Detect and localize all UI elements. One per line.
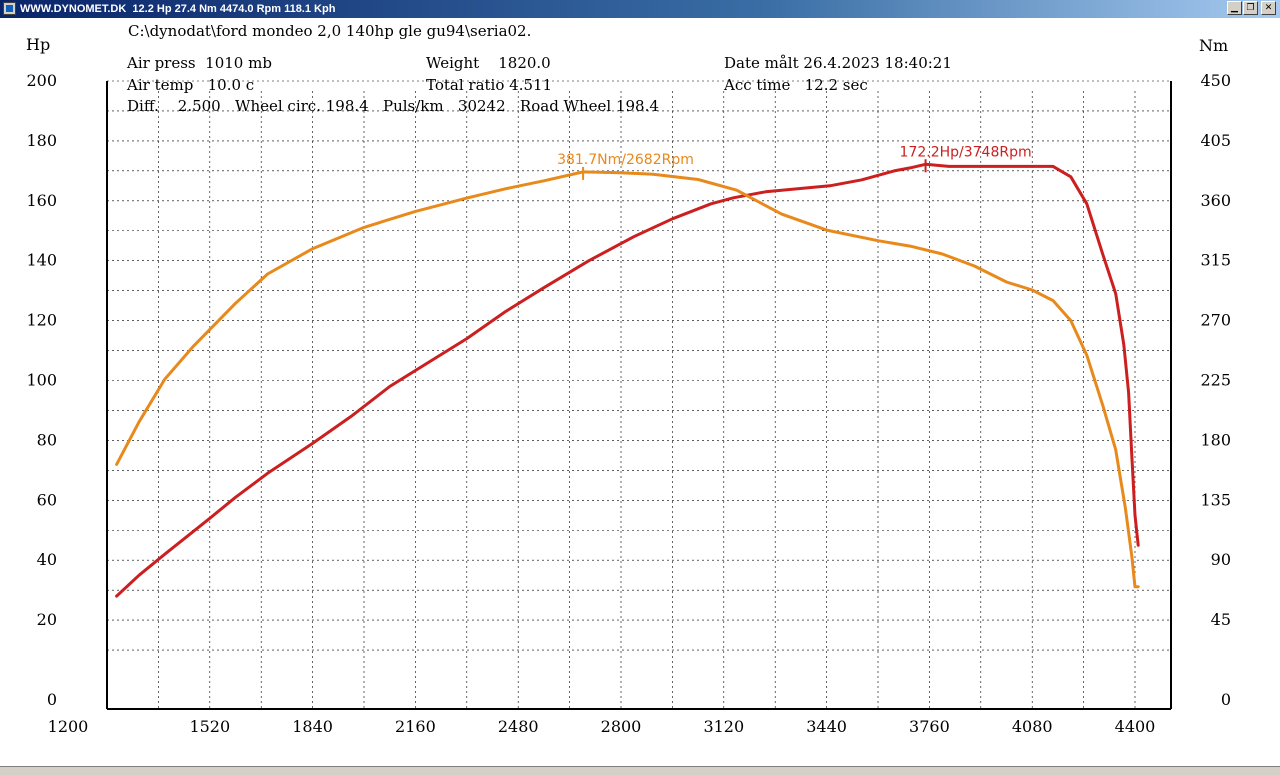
y-right-tick-label: 405 xyxy=(1200,131,1231,150)
file-path: C:\dynodat\ford mondeo 2,0 140hp gle gu9… xyxy=(128,22,532,40)
tick-labels: 0 20 40 60 80 100 120 140 160 180 200 0 45 90 135 180 22… xyxy=(26,71,1231,736)
y-left-tick-label: 120 xyxy=(26,311,57,330)
y-right-tick-label: 360 xyxy=(1200,191,1231,210)
restore-icon: ❐ xyxy=(1246,3,1255,13)
y-left-tick-label: 140 xyxy=(26,251,57,270)
y-left-tick-label: 100 xyxy=(26,371,57,390)
y-right-tick-label: 135 xyxy=(1200,490,1231,509)
series-lines xyxy=(115,162,1140,598)
y-left-tick-label: 20 xyxy=(37,610,57,629)
y-right-tick-label: 90 xyxy=(1211,550,1231,569)
y-right-tick-label: 45 xyxy=(1211,610,1231,629)
y-left-tick-label: 160 xyxy=(26,191,57,210)
minimize-button[interactable]: ▁ xyxy=(1227,1,1242,15)
y-right-tick-label: 315 xyxy=(1200,251,1231,270)
torque-curve xyxy=(115,170,1140,589)
window-title: WWW.DYNOMET.DK 12.2 Hp 27.4 Nm 4474.0 Rp… xyxy=(20,3,336,15)
left-axis-label: Hp xyxy=(26,35,51,54)
right-axis-label: Nm xyxy=(1199,36,1229,55)
acc-time: Acc time 12.2 sec xyxy=(724,76,868,94)
app-icon xyxy=(3,2,16,15)
power-curve xyxy=(115,162,1140,598)
x-tick-label: 3760 xyxy=(909,717,950,736)
window-title-bar: WWW.DYNOMET.DK 12.2 Hp 27.4 Nm 4474.0 Rp… xyxy=(0,0,1280,18)
y-left-tick-label: 80 xyxy=(37,430,57,449)
weight: Weight 1820.0 xyxy=(426,54,551,72)
x-tick-label: 2800 xyxy=(601,717,642,736)
y-right-tick-label: 225 xyxy=(1200,371,1231,390)
x-tick-label: 1840 xyxy=(292,717,333,736)
torque-peak-label: 381.7Nm/2682Rpm xyxy=(557,152,694,168)
y-right-tick-label: 270 xyxy=(1200,311,1231,330)
y-left-tick-label: 180 xyxy=(26,131,57,150)
date: Date målt 26.4.2023 18:40:21 xyxy=(724,54,952,72)
y-left-tick-label: 0 xyxy=(47,690,57,709)
restore-button[interactable]: ❐ xyxy=(1243,1,1258,15)
x-tick-label: 2480 xyxy=(498,717,539,736)
total-ratio: Total ratio 4.511 xyxy=(426,76,553,94)
close-icon: ✕ xyxy=(1264,3,1273,13)
air-press: Air press 1010 mb xyxy=(127,54,272,72)
y-right-tick-label: 0 xyxy=(1221,690,1231,709)
close-button[interactable]: ✕ xyxy=(1261,1,1276,15)
peak-markers: 381.7Nm/2682Rpm 172.2Hp/3748Rpm xyxy=(557,144,1032,180)
axes xyxy=(106,81,1172,710)
diff-line: Diff. 2.500 Wheel circ. 198.4 Puls/km 30… xyxy=(127,97,659,115)
x-tick-label: 4400 xyxy=(1115,717,1156,736)
x-tick-label: 4080 xyxy=(1012,717,1053,736)
x-tick-label: 3120 xyxy=(703,717,744,736)
y-left-tick-label: 40 xyxy=(37,550,57,569)
y-right-tick-label: 180 xyxy=(1200,430,1231,449)
air-temp: Air temp 10.0 c xyxy=(127,76,255,94)
status-bar xyxy=(0,766,1280,775)
y-left-tick-label: 200 xyxy=(26,71,57,90)
x-tick-label: 2160 xyxy=(395,717,436,736)
grid-lines xyxy=(107,80,1171,709)
y-right-tick-label: 450 xyxy=(1200,71,1231,90)
y-left-tick-label: 60 xyxy=(37,490,57,509)
x-tick-label: 1520 xyxy=(189,717,230,736)
minimize-icon: ▁ xyxy=(1231,3,1238,13)
x-tick-label: 1200 xyxy=(48,717,89,736)
power-peak-label: 172.2Hp/3748Rpm xyxy=(900,144,1032,160)
x-tick-label: 3440 xyxy=(806,717,847,736)
